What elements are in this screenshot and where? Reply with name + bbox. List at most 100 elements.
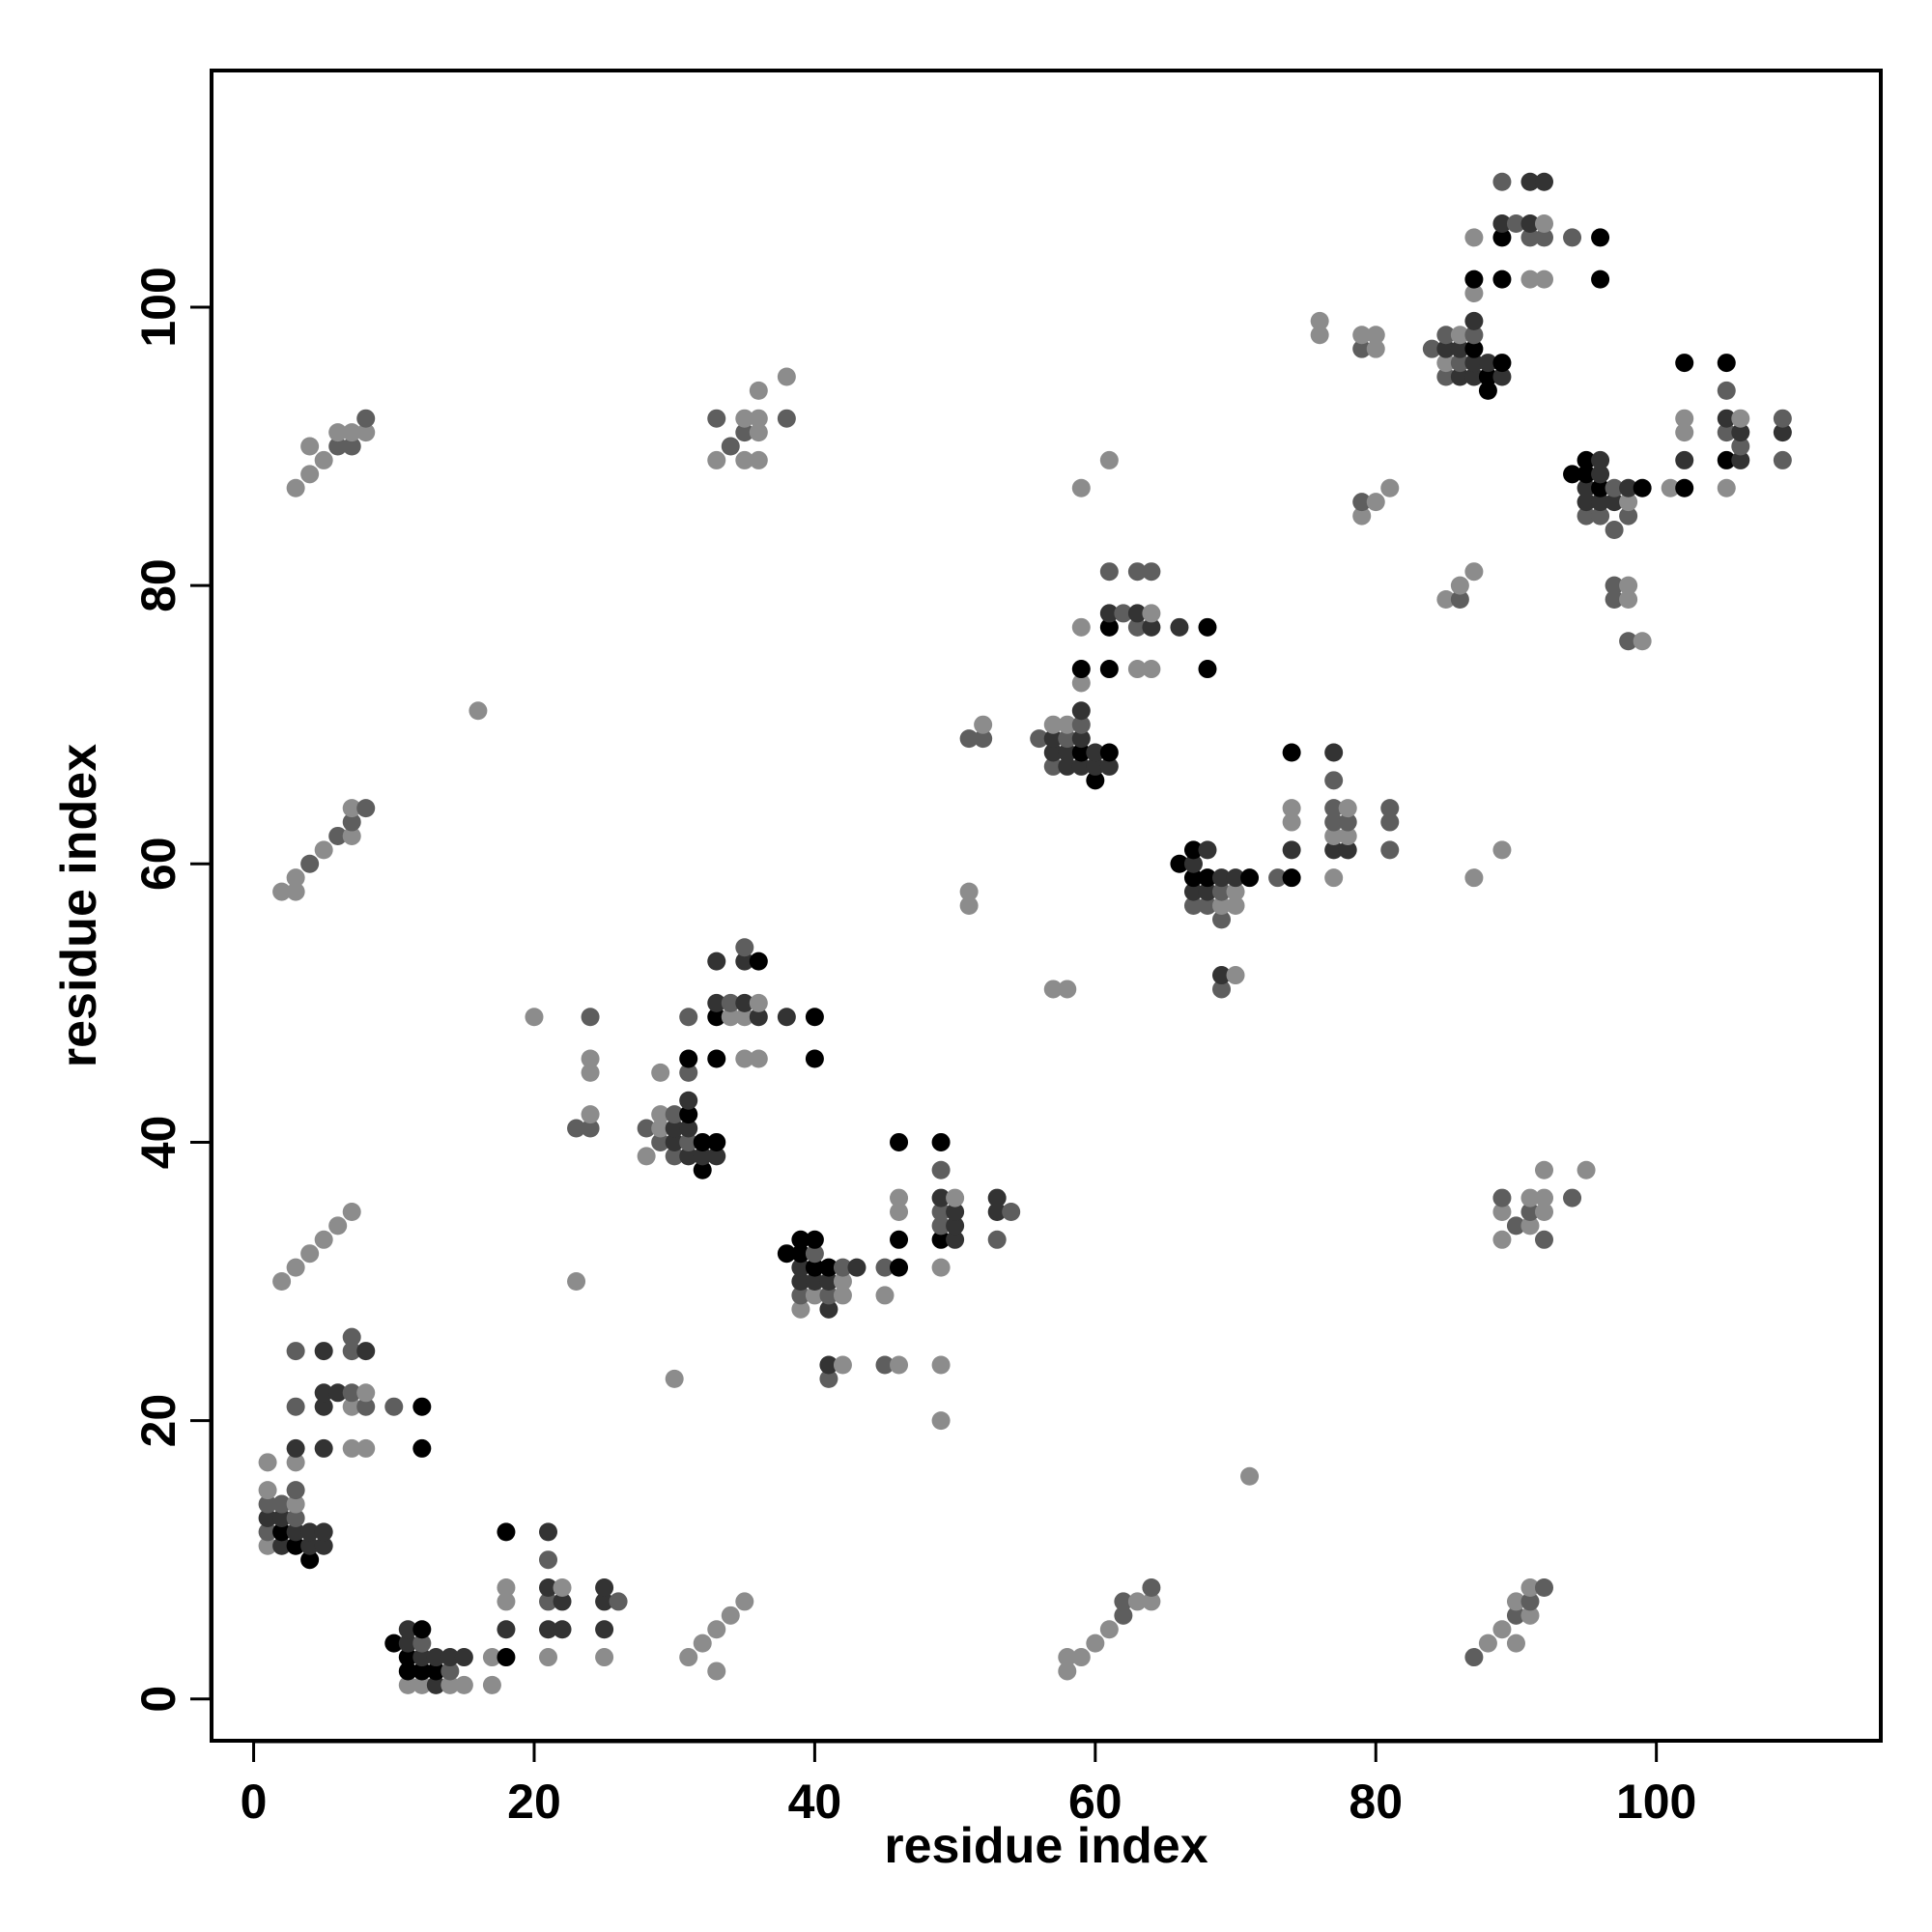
data-point: [1324, 826, 1344, 845]
data-point: [1506, 213, 1525, 233]
data-point: [791, 1299, 810, 1319]
data-point: [875, 1286, 895, 1305]
data-point: [890, 1132, 909, 1151]
data-point: [286, 1508, 305, 1527]
data-point: [412, 1438, 432, 1458]
data-point: [1492, 1230, 1512, 1249]
x-axis-title: residue index: [884, 1818, 1208, 1874]
data-point: [959, 896, 979, 915]
data-point: [693, 1160, 712, 1179]
data-point: [1675, 423, 1694, 442]
data-point: [1534, 172, 1553, 191]
data-point: [314, 1438, 333, 1458]
data-point: [286, 1397, 305, 1416]
data-point: [1282, 868, 1301, 888]
data-point: [286, 882, 305, 901]
data-point: [1142, 604, 1161, 623]
data-point: [1366, 339, 1385, 358]
data-point: [398, 1634, 417, 1653]
data-point: [987, 1188, 1007, 1208]
data-point: [721, 1605, 740, 1625]
data-point: [735, 993, 754, 1012]
data-point: [1043, 980, 1063, 999]
data-point: [1464, 1648, 1484, 1667]
data-point: [286, 1494, 305, 1514]
data-point: [1198, 882, 1217, 901]
data-point: [1071, 478, 1091, 497]
data-point: [609, 1592, 628, 1611]
data-point: [1183, 896, 1203, 915]
data-point: [342, 799, 361, 818]
data-point: [1436, 326, 1456, 345]
data-point: [314, 840, 333, 860]
data-point: [1450, 354, 1469, 373]
data-point: [412, 1675, 432, 1694]
data-point: [469, 701, 488, 721]
data-point: [384, 1634, 404, 1653]
data-point: [440, 1662, 460, 1681]
data-point: [1577, 1160, 1596, 1179]
data-point: [440, 1648, 460, 1667]
data-point: [539, 1648, 558, 1667]
data-point: [581, 1119, 600, 1138]
data-point: [525, 1008, 544, 1027]
data-point: [665, 1369, 684, 1388]
data-point: [1071, 729, 1091, 749]
data-point: [539, 1592, 558, 1611]
data-point: [1058, 756, 1077, 776]
data-point: [1183, 868, 1203, 888]
data-point: [1071, 1648, 1091, 1667]
data-point: [1520, 1605, 1540, 1625]
data-point: [398, 1662, 417, 1681]
data-point: [497, 1620, 516, 1639]
data-point: [1577, 450, 1596, 469]
data-point: [272, 1522, 292, 1542]
data-point: [1436, 354, 1456, 373]
data-point: [1717, 450, 1736, 469]
data-point: [412, 1397, 432, 1416]
data-point: [1633, 478, 1652, 497]
data-point: [819, 1299, 838, 1319]
data-point: [1591, 270, 1610, 289]
data-point: [1577, 478, 1596, 497]
data-point: [497, 1578, 516, 1598]
data-point: [1591, 493, 1610, 512]
data-point: [1366, 326, 1385, 345]
data-point: [1619, 478, 1638, 497]
data-point: [1310, 326, 1329, 345]
data-point: [679, 1648, 698, 1667]
data-point: [1591, 228, 1610, 247]
data-point: [426, 1662, 445, 1681]
data-point: [1436, 590, 1456, 610]
data-point: [328, 437, 348, 456]
data-point: [777, 367, 796, 386]
data-point: [1099, 756, 1119, 776]
data-point: [258, 1494, 277, 1514]
data-point: [300, 1536, 320, 1555]
data-point: [1058, 1648, 1077, 1667]
data-point: [1142, 1592, 1161, 1611]
data-point: [398, 1675, 417, 1694]
data-point: [791, 1230, 810, 1249]
data-point: [1591, 506, 1610, 526]
data-point: [974, 715, 993, 734]
data-point: [1520, 1578, 1540, 1598]
x-axis: 0 20 40 60 80 100: [241, 1740, 1696, 1829]
data-point: [314, 1230, 333, 1249]
data-point: [1310, 311, 1329, 330]
data-point: [749, 381, 768, 400]
data-point: [735, 450, 754, 469]
data-point: [1506, 1216, 1525, 1236]
data-point: [258, 1536, 277, 1555]
data-point: [819, 1272, 838, 1292]
data-point: [651, 1119, 670, 1138]
data-point: [300, 1522, 320, 1542]
data-point: [1127, 604, 1147, 623]
data-point: [454, 1648, 473, 1667]
data-point: [1520, 1592, 1540, 1611]
data-point: [412, 1620, 432, 1639]
data-point: [974, 729, 993, 749]
data-point: [1086, 743, 1105, 762]
data-point: [286, 1438, 305, 1458]
data-point: [1324, 840, 1344, 860]
